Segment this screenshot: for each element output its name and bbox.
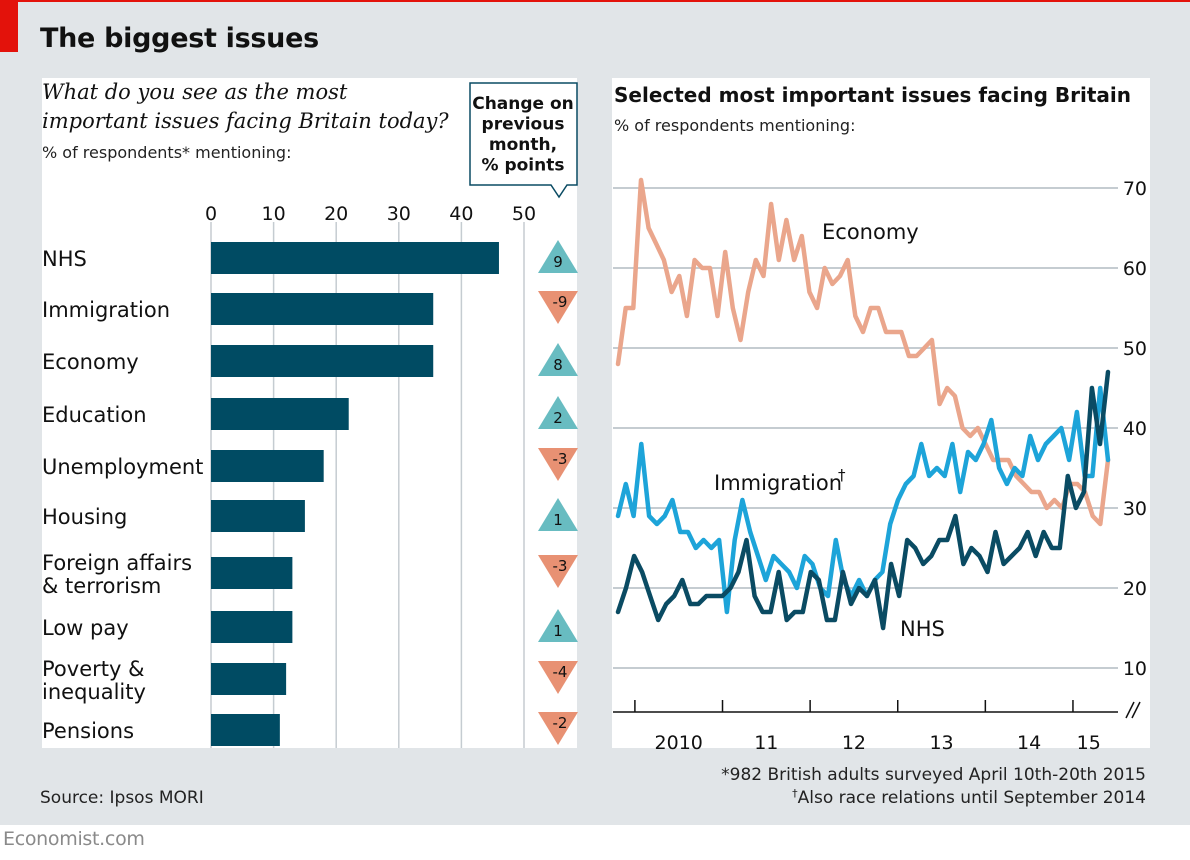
change-value-5: -3	[553, 450, 568, 468]
line-xtick-label-13: 13	[929, 732, 953, 754]
line-ytick-label-60: 60	[1123, 258, 1147, 280]
bar-8	[211, 611, 293, 643]
bar-category-label-7-line2: & terrorism	[42, 574, 161, 598]
series-label-immigration-dagger: †	[838, 466, 846, 484]
bar-6	[211, 500, 305, 532]
line-chart-title: Selected most important issues facing Br…	[614, 83, 1131, 107]
line-xtick-label-15: 15	[1077, 732, 1101, 754]
series-line-economy	[615, 177, 1111, 527]
bar-category-label-3: Economy	[42, 350, 139, 374]
page-title: The biggest issues	[40, 23, 319, 54]
line-xtick-label-11: 11	[754, 732, 778, 754]
footnote-race-text: Also race relations until September 2014	[797, 788, 1146, 808]
footnote-race-relations: †Also race relations until September 201…	[792, 787, 1146, 808]
bar-category-label-7-line1: Foreign affairs	[42, 551, 192, 575]
bar-category-label-6: Housing	[42, 505, 127, 529]
bar-chart-title-line2: important issues facing Britain today?	[42, 109, 449, 133]
series-line-immigration	[615, 385, 1111, 615]
bar-category-label-1: NHS	[42, 247, 87, 271]
change-marker-up-6	[538, 498, 578, 531]
bar-tick-label-30: 30	[387, 203, 411, 225]
bar-3	[211, 345, 434, 377]
axis-break-icon	[1125, 701, 1141, 719]
bar-tick-label-20: 20	[324, 203, 348, 225]
series-line-nhs	[615, 369, 1111, 631]
line-ytick-label-10: 10	[1123, 658, 1147, 680]
change-value-1: 9	[553, 253, 563, 271]
line-ytick-label-40: 40	[1123, 418, 1147, 440]
change-header-line-2: previous	[482, 115, 565, 135]
change-marker-down-2	[538, 291, 578, 324]
change-value-6: 1	[553, 511, 563, 529]
bar-chart-subtitle: % of respondents* mentioning:	[42, 143, 291, 162]
change-value-4: 2	[553, 409, 563, 427]
bar-category-label-5: Unemployment	[42, 455, 203, 479]
bar-category-label-8: Low pay	[42, 616, 129, 640]
change-value-3: 8	[553, 356, 563, 374]
bar-7	[211, 557, 293, 589]
line-chart-subtitle: % of respondents mentioning:	[614, 116, 855, 135]
top-rule	[0, 0, 1190, 2]
change-marker-down-5	[538, 448, 578, 481]
bar-10	[211, 714, 280, 746]
bar-tick-label-50: 50	[512, 203, 536, 225]
change-header-line-4: % points	[482, 156, 565, 176]
footnote-respondents: *982 British adults surveyed April 10th-…	[721, 765, 1146, 785]
line-ytick-label-20: 20	[1123, 578, 1147, 600]
bar-tick-label-10: 10	[262, 203, 286, 225]
series-label-economy: Economy	[822, 220, 919, 244]
change-marker-down-9	[538, 661, 578, 694]
change-marker-up-1	[538, 240, 578, 273]
bar-category-label-2: Immigration	[42, 298, 170, 322]
change-header-box	[469, 82, 578, 199]
footer-strip	[0, 825, 1190, 860]
change-marker-up-4	[538, 396, 578, 429]
change-value-8: 1	[553, 622, 563, 640]
bar-chart-title-line1: What do you see as the most	[42, 80, 348, 104]
footnote-dagger: †	[792, 787, 798, 800]
line-xtick-label-14: 14	[1017, 732, 1041, 754]
change-value-7: -3	[553, 557, 568, 575]
brand-wordmark: Economist.com	[3, 828, 145, 850]
bar-category-label-10: Pensions	[42, 719, 134, 743]
red-tab	[0, 0, 18, 52]
change-value-10: -2	[553, 714, 568, 732]
line-ytick-label-30: 30	[1123, 498, 1147, 520]
bar-2	[211, 293, 434, 325]
line-xtick-label-12: 12	[842, 732, 866, 754]
change-marker-down-10	[538, 712, 578, 745]
line-ytick-label-50: 50	[1123, 338, 1147, 360]
bar-category-label-4: Education	[42, 403, 147, 427]
bar-tick-label-0: 0	[205, 203, 217, 225]
series-label-nhs: NHS	[900, 617, 945, 641]
bar-5	[211, 450, 324, 482]
change-marker-down-7	[538, 555, 578, 588]
change-value-9: -4	[553, 663, 568, 681]
source-note: Source: Ipsos MORI	[40, 788, 204, 808]
change-marker-up-8	[538, 609, 578, 642]
series-label-immigration: Immigration	[714, 471, 842, 495]
bar-1	[211, 242, 499, 274]
change-marker-up-3	[538, 343, 578, 376]
bar-9	[211, 663, 287, 695]
bar-tick-label-40: 40	[449, 203, 473, 225]
change-header-line-3: month,	[489, 135, 557, 155]
line-ytick-label-70: 70	[1123, 178, 1147, 200]
line-xtick-label-2010: 2010	[655, 732, 703, 754]
bar-category-label-9-line2: inequality	[42, 680, 146, 704]
change-value-2: -9	[553, 293, 568, 311]
right-chart-panel	[612, 78, 1150, 748]
bar-4	[211, 398, 349, 430]
change-header-line-1: Change on	[472, 94, 574, 114]
bar-category-label-9-line1: Poverty &	[42, 657, 144, 681]
